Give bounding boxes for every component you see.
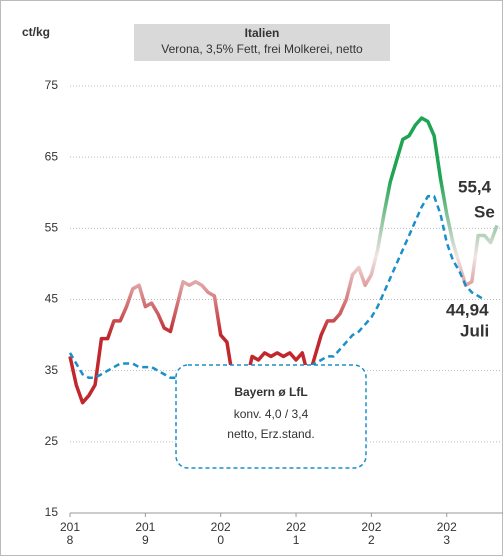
chart-title: Italien bbox=[245, 26, 280, 40]
x-tick-label: 2021 bbox=[286, 520, 307, 547]
annotation: Se bbox=[474, 202, 495, 221]
x-tick-label: 2018 bbox=[59, 520, 81, 547]
y-tick-label: 25 bbox=[45, 434, 59, 448]
x-tick-label: 2022 bbox=[361, 520, 382, 547]
y-tick-label: 35 bbox=[45, 363, 59, 377]
y-tick-label: 75 bbox=[45, 78, 59, 92]
x-tick-label: 2023 bbox=[436, 520, 457, 547]
title-box bbox=[134, 24, 390, 61]
y-tick-label: 65 bbox=[45, 149, 59, 163]
annotation: Juli bbox=[460, 321, 489, 340]
legend-box bbox=[175, 364, 367, 469]
line bbox=[68, 116, 499, 405]
annotation: 44,94 bbox=[446, 300, 489, 319]
legend-text: konv. 4,0 / 3,4 bbox=[234, 407, 309, 421]
y-axis-label: ct/kg bbox=[22, 25, 50, 39]
legend-title: Bayern ø LfL bbox=[234, 385, 307, 399]
y-tick-label: 45 bbox=[45, 292, 59, 306]
x-tick-label: 2020 bbox=[210, 520, 231, 547]
y-tick-label: 15 bbox=[45, 505, 59, 519]
legend-text: netto, Erz.stand. bbox=[227, 427, 314, 441]
annotation: 55,4 bbox=[458, 177, 492, 196]
chart-subtitle: Verona, 3,5% Fett, frei Molkerei, netto bbox=[161, 42, 363, 56]
x-tick-label: 2019 bbox=[135, 520, 156, 547]
y-tick-label: 55 bbox=[45, 221, 59, 235]
